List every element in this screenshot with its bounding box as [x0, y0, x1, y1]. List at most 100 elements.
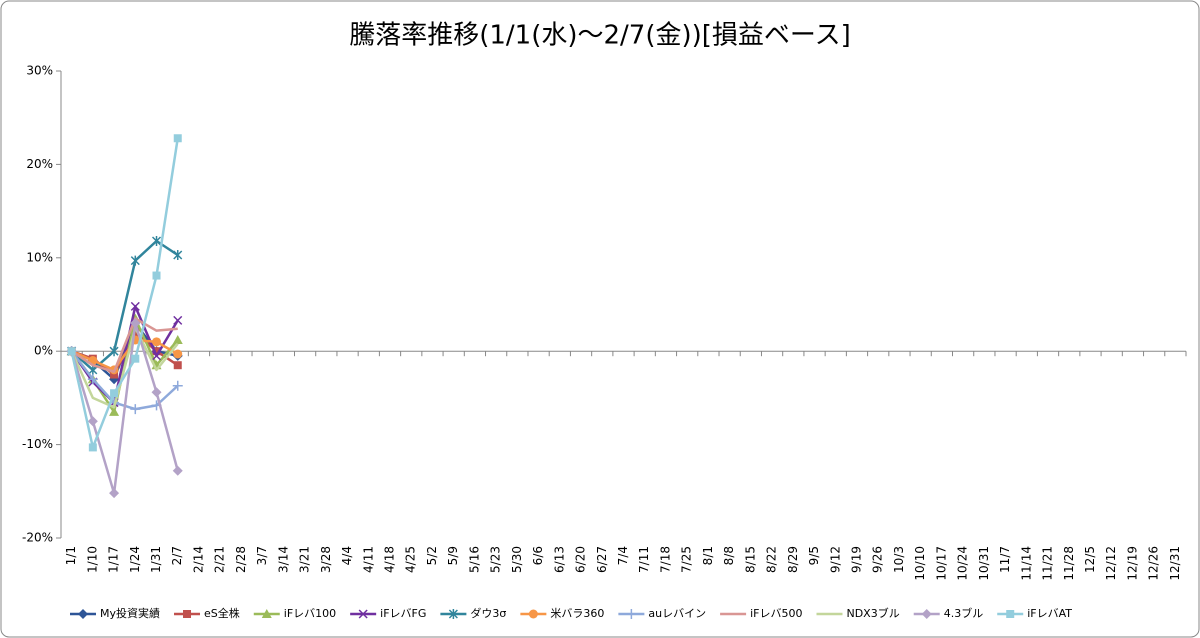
legend-item: ダウ3σ: [440, 606, 506, 620]
x-tick-label: 10/24: [956, 546, 970, 581]
series-line: [70, 138, 179, 449]
point: [152, 347, 161, 356]
legend-marker: [261, 609, 272, 618]
x-tick-label: 9/19: [849, 546, 863, 573]
point: [130, 404, 141, 415]
y-tick-label: 10%: [26, 250, 53, 264]
point: [151, 351, 162, 361]
point: [87, 416, 98, 427]
legend-label: auレバイン: [648, 607, 706, 620]
x-tick-label: 9/5: [807, 546, 821, 565]
x-tick-label: 10/3: [892, 546, 906, 573]
x-tick-label: 3/7: [255, 546, 269, 565]
point: [172, 465, 183, 476]
point: [173, 315, 183, 325]
legend-item: iFレバAT: [997, 607, 1072, 620]
x-tick-label: 3/14: [276, 546, 290, 573]
legend-item: eS全株: [174, 606, 240, 620]
x-tick-label: 8/8: [722, 546, 736, 565]
x-tick-label: 10/31: [977, 546, 991, 581]
x-tick-label: 5/2: [425, 546, 439, 565]
legend-item: My投資実績: [70, 606, 160, 620]
legend-marker: [78, 609, 88, 619]
legend-label: 4.3ブル: [944, 606, 984, 620]
point: [67, 347, 76, 356]
x-tick-label: 4/18: [383, 546, 397, 573]
x-tick-label: 12/26: [1147, 546, 1161, 581]
point: [130, 318, 141, 329]
legend-label: NDX3ブル: [846, 606, 899, 620]
y-tick-label: -20%: [22, 531, 53, 545]
x-tick-label: 1/31: [149, 546, 163, 573]
x-tick-label: 2/28: [234, 546, 248, 573]
point: [151, 387, 162, 398]
series-line: [70, 326, 179, 409]
x-tick-label: 4/4: [340, 546, 354, 565]
legend-marker: [528, 609, 538, 619]
x-tick-label: 6/13: [552, 546, 566, 573]
legend-item: iFレバFG: [350, 607, 426, 620]
x-tick-label: 12/12: [1104, 546, 1118, 581]
y-tick-label: 20%: [26, 157, 53, 171]
legend-label: 米バラ360: [550, 607, 604, 620]
point: [172, 380, 183, 391]
y-tick-label: 0%: [34, 344, 53, 358]
x-tick-label: 1/10: [85, 546, 99, 573]
x-tick-label: 5/23: [489, 546, 503, 573]
y-tick-label: -10%: [22, 437, 53, 451]
point: [87, 374, 98, 385]
legend-label: iFレバ100: [284, 607, 336, 620]
legend-label: iFレバFG: [380, 607, 426, 620]
legend-item: 米バラ360: [520, 607, 604, 620]
point: [172, 334, 183, 344]
point: [110, 389, 119, 398]
x-tick-label: 8/29: [786, 546, 800, 573]
x-tick-label: 8/1: [701, 546, 715, 565]
x-tick-label: 12/31: [1168, 546, 1182, 581]
point: [151, 235, 162, 246]
x-tick-label: 11/7: [998, 546, 1012, 573]
x-tick-label: 6/20: [574, 546, 588, 573]
point: [152, 271, 161, 280]
legend-item: iFレバ500: [720, 607, 802, 620]
x-tick-label: 3/21: [298, 546, 312, 573]
chart-title: 騰落率推移(1/1(水)～2/7(金))[損益ベース]: [349, 21, 851, 51]
x-tick-label: 11/28: [1062, 546, 1076, 581]
x-tick-label: 9/26: [871, 546, 885, 573]
legend-marker: [448, 609, 458, 619]
x-tick-label: 10/17: [934, 546, 948, 581]
point: [152, 337, 162, 347]
point: [130, 255, 140, 266]
legend-label: My投資実績: [100, 606, 160, 620]
x-tick-label: 9/12: [828, 546, 842, 573]
x-tick-label: 6/27: [595, 546, 609, 573]
point: [109, 488, 120, 499]
legend-item: 4.3ブル: [913, 606, 984, 620]
legend-marker: [1006, 610, 1015, 618]
x-tick-label: 11/21: [1041, 546, 1055, 581]
point: [173, 249, 183, 260]
point: [109, 406, 120, 416]
x-tick-label: 7/25: [680, 546, 694, 573]
legend-label: ダウ3σ: [470, 606, 506, 620]
x-tick-label: 11/14: [1019, 546, 1033, 581]
point: [130, 301, 140, 311]
point: [88, 443, 97, 452]
legend-marker: [626, 609, 637, 619]
legend-item: NDX3ブル: [816, 606, 900, 620]
legend-marker: [921, 609, 932, 619]
y-tick-label: 30%: [26, 64, 53, 78]
x-tick-label: 1/1: [64, 546, 78, 565]
x-tick-label: 6/6: [531, 546, 545, 565]
series-line: [70, 321, 179, 495]
legend-label: iFレバAT: [1027, 607, 1072, 620]
point: [110, 370, 119, 379]
x-tick-label: 1/24: [128, 546, 142, 573]
legend-item: iFレバ100: [253, 607, 336, 620]
x-tick-label: 2/7: [170, 546, 184, 565]
x-tick-label: 12/19: [1125, 546, 1139, 581]
legend-label: eS全株: [204, 606, 240, 620]
x-tick-label: 1/17: [107, 546, 121, 573]
